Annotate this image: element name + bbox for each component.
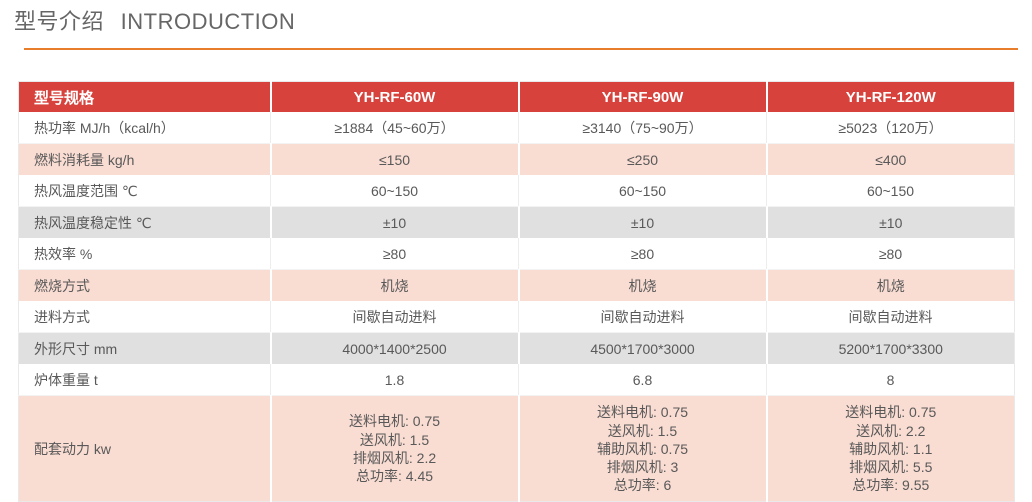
header-cell-model: YH-RF-120W — [766, 81, 1015, 113]
table-row: 热风温度范围 ℃ 60~150 60~150 60~150 — [18, 175, 1015, 208]
page-title-cn: 型号介绍 — [14, 9, 105, 34]
row-value: ±10 — [879, 214, 903, 231]
row-value: 间歇自动进料 — [518, 301, 767, 334]
row-value: ≥80 — [270, 238, 519, 271]
table-row: 热效率 % ≥80 ≥80 ≥80 — [18, 238, 1015, 271]
row-value: 送料电机: 0.75 送风机: 2.2 辅助风机: 1.1 排烟风机: 5.5 … — [845, 404, 937, 494]
row-value: ≥80 — [518, 238, 767, 271]
header-row: 型号规格 YH-RF-60W YH-RF-90W YH-RF-120W — [18, 81, 1015, 113]
row-value: ≥3140（75~90万） — [518, 112, 767, 145]
row-value: 机烧 — [270, 269, 520, 302]
row-value: 60~150 — [518, 175, 767, 208]
row-value: 送料电机: 0.75 送风机: 1.5 排烟风机: 2.2 总功率: 4.45 — [270, 395, 520, 502]
row-label: 外形尺寸 mm — [18, 332, 272, 365]
row-value: ≤400 — [875, 151, 907, 168]
header-cell-model: YH-RF-90W — [518, 81, 768, 113]
row-value: 送料电机: 0.75 送风机: 1.5 辅助风机: 0.75 排烟风机: 3 总… — [518, 395, 768, 502]
row-label: 配套动力 kw — [18, 395, 272, 502]
row-value: ±10 — [518, 206, 768, 239]
row-label: 热功率 MJ/h（kcal/h） — [18, 112, 271, 145]
row-value: 机烧 — [518, 269, 768, 302]
table-row: 外形尺寸 mm 4000*1400*2500 4500*1700*3000 5200*… — [18, 332, 1015, 365]
page-title-en: INTRODUCTION — [120, 9, 296, 34]
row-value: 6.8 — [518, 364, 767, 397]
row-value: 4500*1700*3000 — [518, 332, 768, 365]
row-value: 5200*1700*3300 — [838, 340, 943, 357]
table-row: 热风温度稳定性 ℃ ±10 ±10 ±10 — [18, 206, 1015, 239]
row-label: 热风温度稳定性 ℃ — [18, 206, 272, 239]
row-value: ≤250 — [518, 143, 768, 176]
row-value: 间歇自动进料 — [766, 301, 1015, 334]
accent-divider — [24, 48, 1018, 51]
table-row: 热功率 MJ/h（kcal/h） ≥1884（45~60万） ≥3140（75~90… — [18, 112, 1015, 145]
row-value: ±10 — [270, 206, 520, 239]
row-value: 8 — [766, 364, 1015, 397]
row-value: ≥1884（45~60万） — [270, 112, 519, 145]
row-value: 1.8 — [270, 364, 519, 397]
row-label: 燃烧方式 — [18, 269, 272, 302]
table-row: 燃料消耗量 kg/h ≤150 ≤250 ≤400 — [18, 143, 1015, 176]
row-label: 燃料消耗量 kg/h — [18, 143, 272, 176]
row-value: 机烧 — [876, 277, 905, 294]
header-cell-model: YH-RF-60W — [270, 81, 520, 113]
page-header: 型号介绍 INTRODUCTION — [0, 0, 1032, 51]
spec-table-head: 型号规格 YH-RF-60W YH-RF-90W YH-RF-120W — [18, 81, 1015, 113]
row-value: ≥80 — [766, 238, 1015, 271]
header-cell-spec-label: 型号规格 — [18, 81, 272, 113]
row-label: 热效率 % — [18, 238, 271, 271]
row-label: 进料方式 — [18, 301, 271, 334]
row-value: ≤150 — [270, 143, 520, 176]
spec-table: 型号规格 YH-RF-60W YH-RF-90W YH-RF-120W 热功率 MJ/… — [18, 81, 1015, 502]
table-row: 燃烧方式 机烧 机烧 机烧 — [18, 269, 1015, 302]
row-value: 60~150 — [766, 175, 1015, 208]
table-row: 炉体重量 t 1.8 6.8 8 — [18, 364, 1015, 397]
row-value: 4000*1400*2500 — [270, 332, 520, 365]
row-value: ≥5023（120万） — [766, 112, 1015, 145]
table-row: 配套动力 kw 送料电机: 0.75 送风机: 1.5 排烟风机: 2.2 总功率… — [18, 395, 1015, 502]
row-label: 热风温度范围 ℃ — [18, 175, 271, 208]
row-value: 间歇自动进料 — [270, 301, 519, 334]
table-row: 进料方式 间歇自动进料 间歇自动进料 间歇自动进料 — [18, 301, 1015, 334]
row-value: 60~150 — [270, 175, 519, 208]
page-title: 型号介绍 INTRODUCTION — [14, 9, 1018, 35]
row-label: 炉体重量 t — [18, 364, 271, 397]
spec-table-body: 热功率 MJ/h（kcal/h） ≥1884（45~60万） ≥3140（75~90… — [18, 112, 1015, 502]
